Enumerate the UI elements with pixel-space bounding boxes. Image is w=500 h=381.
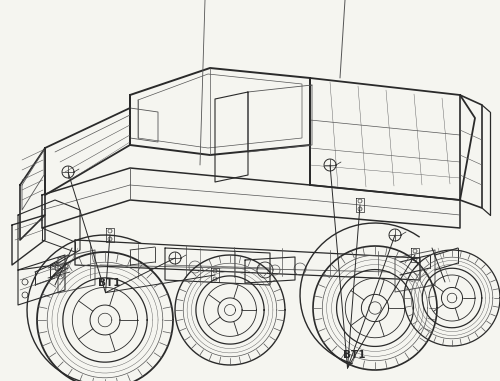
Text: BT1: BT1 [98,278,120,288]
Text: BT1: BT1 [342,350,365,360]
